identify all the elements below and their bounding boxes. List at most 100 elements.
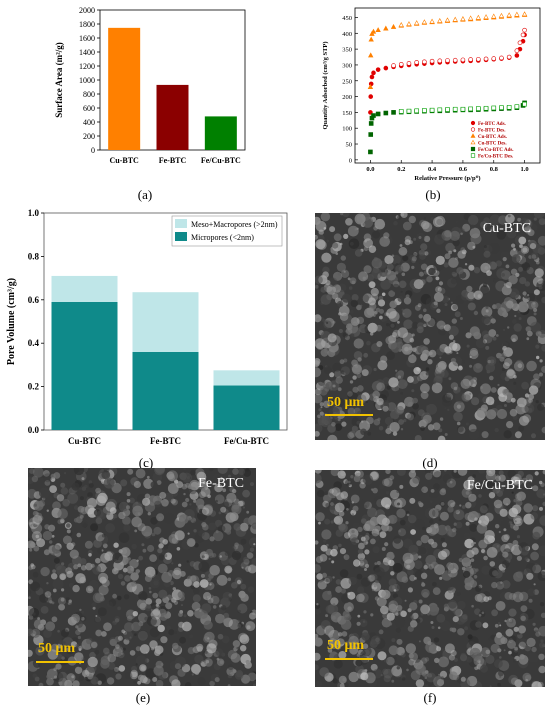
bar-segment	[51, 301, 118, 430]
scale-bar	[325, 658, 373, 660]
y-tick-label: 600	[83, 104, 95, 113]
x-tick-label: Fe-BTC	[159, 156, 187, 165]
legend-marker	[470, 120, 476, 126]
y-tick-label: 800	[83, 90, 95, 99]
y-tick-label: 250	[342, 78, 352, 85]
data-point	[406, 21, 412, 27]
y-tick-label: 1.0	[28, 208, 40, 218]
data-point	[460, 106, 466, 112]
sem-texture	[28, 468, 256, 686]
x-tick-label: Fe-BTC	[150, 436, 181, 446]
sem-title: Cu-BTC	[482, 221, 531, 236]
legend-label: Fe-BTC Des.	[478, 129, 506, 134]
data-point	[421, 19, 428, 25]
data-point	[506, 105, 512, 110]
y-tick-label: 200	[83, 132, 95, 141]
bar-segment	[132, 351, 199, 430]
bar	[108, 27, 141, 151]
legend-label: Micropores (<2nm)	[191, 233, 254, 242]
y-tick-label: 400	[342, 31, 352, 38]
legend-marker	[470, 139, 476, 145]
panel-label-d: (d)	[422, 455, 438, 470]
chart-c: 0.0 0.2 0.4 0.6 0.8 1.0 Cu-BTC Fe-BTC Fe/Cu-BTC P…	[2, 205, 292, 450]
y-tick-label: 200	[342, 94, 352, 101]
data-point	[522, 27, 527, 33]
data-point	[491, 56, 497, 61]
panel-label-b: (b)	[425, 187, 441, 202]
panel-label-f: (f)	[423, 690, 437, 705]
data-point	[483, 14, 489, 20]
legend-label: Fe-BTC Ads.	[478, 122, 507, 127]
bar-segment	[213, 385, 280, 430]
bar	[156, 84, 189, 150]
data-point	[371, 113, 376, 118]
panel-label-e: (e)	[135, 690, 151, 705]
x-tick-label: 0.0	[366, 166, 374, 173]
legend-label: Meso+Macropores (>2nm)	[191, 220, 278, 229]
data-point	[499, 55, 504, 61]
chart-b: 0 50 100 150 200 250 300 350 400 450 0.0 0.2 0.4 0.6 0…	[315, 5, 545, 183]
data-point	[368, 149, 373, 155]
data-point	[517, 40, 523, 46]
data-point	[368, 52, 374, 58]
y-tick-label: 0.0	[28, 425, 40, 435]
y-axis-label: Pore Volume (cm³/g)	[6, 278, 17, 365]
data-point	[367, 84, 374, 89]
scale-bar	[36, 661, 84, 663]
data-point	[398, 109, 404, 114]
y-tick-label: 50	[346, 142, 353, 149]
pore-volume-chart: 0.0 0.2 0.4 0.6 0.8 1.0 Cu-BTC Fe-BTC Fe/Cu-BTC P…	[6, 208, 288, 446]
data-point	[375, 111, 381, 117]
data-point	[467, 15, 474, 21]
data-point	[483, 105, 489, 111]
data-point	[398, 62, 404, 67]
data-point	[514, 48, 520, 54]
data-point	[369, 74, 375, 80]
data-point	[452, 57, 458, 63]
y-tick-label: 0.4	[28, 338, 40, 348]
data-point	[437, 107, 443, 113]
legend-swatch	[175, 232, 187, 241]
data-point	[413, 20, 420, 26]
data-point	[499, 105, 504, 110]
bar-segment	[132, 292, 199, 352]
data-point	[375, 27, 381, 33]
data-point	[371, 70, 376, 76]
sem-texture	[315, 470, 545, 687]
data-point	[475, 14, 482, 20]
sem-image-fe-btc: Fe-BTC 50 μm	[28, 468, 256, 686]
legend-marker	[470, 127, 476, 132]
data-point	[383, 25, 389, 31]
data-point	[460, 16, 466, 21]
y-axis-label: Quantity Adsorbed (cm³/g STP)	[322, 41, 329, 129]
data-point	[452, 16, 458, 22]
sem-title: Fe/Cu-BTC	[466, 478, 533, 493]
data-point	[398, 22, 404, 27]
data-point	[506, 54, 512, 60]
x-tick-label: 0.2	[397, 166, 405, 173]
data-point	[498, 12, 505, 18]
y-tick-label: 1000	[79, 76, 95, 85]
chart-a: 0 200 400 600 800 1000 1200 1400 1600 1800 2000 Cu-…	[50, 5, 250, 180]
y-tick-label: 400	[83, 118, 95, 127]
sem-title: Fe-BTC	[198, 476, 244, 491]
bar-segment	[213, 370, 280, 386]
data-point	[445, 107, 450, 112]
panel-label-a: (a)	[137, 187, 153, 202]
x-tick-label: Cu-BTC	[109, 156, 139, 165]
data-point	[468, 106, 473, 112]
y-tick-label: 1800	[79, 20, 95, 29]
y-tick-label: 0	[349, 157, 352, 164]
x-tick-label: 0.8	[490, 166, 499, 173]
y-tick-label: 450	[342, 15, 352, 22]
x-tick-label: Fe/Cu-BTC	[201, 156, 241, 165]
sem-image-cu-btc: Cu-BTC 50 μm	[315, 213, 545, 440]
y-tick-label: 0	[91, 146, 95, 155]
sem-texture	[315, 213, 545, 440]
sem-image-fe-cu-btc: Fe/Cu-BTC 50 μm	[315, 470, 545, 687]
legend-label: Cu-BTC Ads.	[478, 135, 508, 140]
y-tick-label: 0.8	[28, 251, 40, 261]
data-point	[368, 132, 374, 137]
data-point	[514, 11, 520, 17]
bar	[204, 116, 237, 150]
